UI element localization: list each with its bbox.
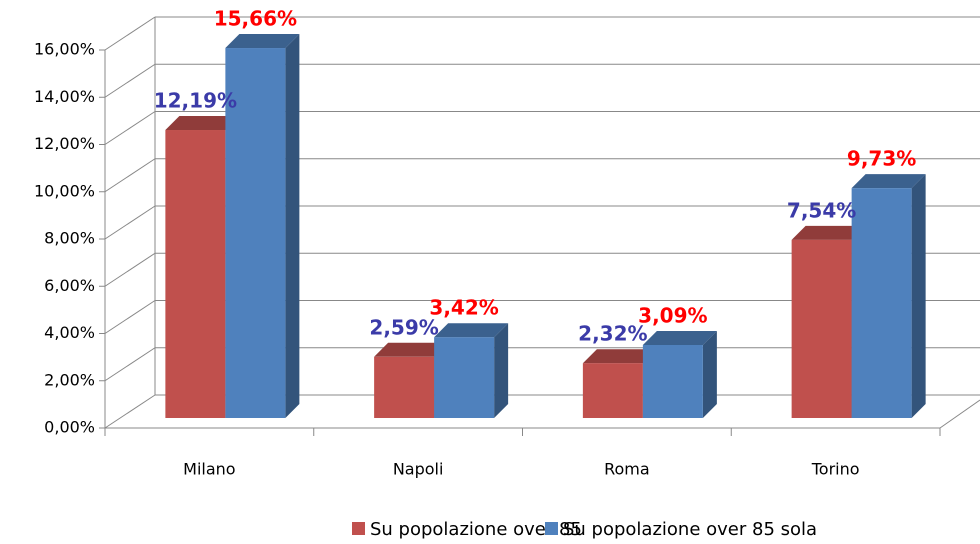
x-tick-label: Roma [604,460,650,479]
value-label: 9,73% [847,147,916,171]
y-tick-label: 6,00% [44,276,95,295]
grid-line [104,205,156,240]
grid-line [104,158,156,193]
floor-right [939,399,980,429]
y-tick-label: 0,00% [44,418,95,437]
y-tick-label: 16,00% [34,40,95,59]
bar-side [494,323,509,418]
bar [582,363,643,418]
bar [434,337,495,418]
value-label: 2,59% [369,315,438,339]
value-label: 2,32% [578,322,647,346]
bar-top [642,330,717,345]
y-tick-label: 2,00% [44,370,95,389]
bar-top [165,116,240,131]
y-tick-label: 8,00% [44,229,95,248]
grid-line [104,63,156,98]
x-tick-label: Napoli [393,460,444,479]
y-tick-label: 10,00% [34,181,95,200]
bar [374,356,435,418]
grid-line [104,347,156,382]
x-tick-label: Torino [811,460,860,479]
bar-top [374,342,449,357]
value-label: 3,09% [638,303,707,327]
bar-top [434,323,509,338]
bar-top [791,225,866,240]
bar-side [285,34,300,418]
value-label: 3,42% [429,296,498,320]
x-tick-label: Milano [183,460,235,479]
value-label: 12,19% [154,89,237,113]
grid-line [104,111,156,145]
value-label: 15,66% [214,7,297,31]
bar-top [851,174,926,189]
bar-side [702,330,717,418]
grid-line [104,252,156,287]
y-tick-label: 4,00% [44,323,95,342]
bar [791,239,852,418]
bar-top [225,34,300,49]
grid-line [104,300,156,334]
grid-line [104,394,156,429]
bar [165,130,226,419]
y-tick-label: 12,00% [34,134,95,153]
y-tick-label: 14,00% [34,87,95,106]
grid-line [104,16,156,51]
legend-swatch [545,522,558,535]
bar-top [582,349,657,364]
bar [642,344,703,418]
value-label: 7,54% [787,198,856,222]
bar [225,48,286,418]
legend-label: Su popolazione over 85 [370,519,582,540]
legend-swatch [352,522,365,535]
legend-label: Su popolazione over 85 sola [563,519,817,540]
bar [851,188,912,418]
bar-side [911,174,926,418]
